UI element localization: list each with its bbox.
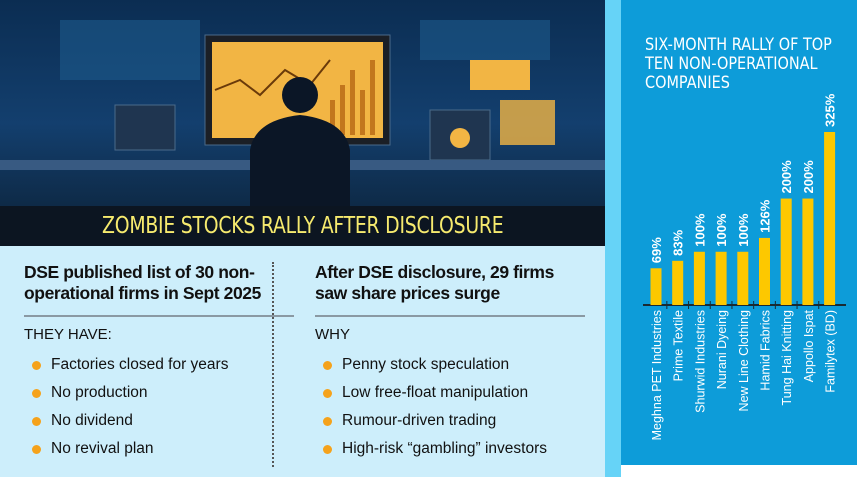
bar [672,260,684,305]
list-item-text: No dividend [51,412,133,429]
category-label: Nurani Dyeing [715,310,729,389]
data-label: 100% [714,213,729,247]
bar [824,132,836,305]
list-item: Rumour-driven trading [315,407,585,435]
info-panel: DSE published list of 30 non-operational… [0,246,605,477]
data-label: 325% [823,93,838,127]
list-item-text: Penny stock speculation [342,356,510,373]
bar [693,251,705,305]
bullet-icon [323,416,332,426]
middle-column: After DSE disclosure, 29 firms saw share… [315,246,585,463]
middle-heading: After DSE disclosure, 29 firms saw share… [315,262,554,303]
list-item: No revival plan [24,435,294,463]
list-item-text: Rumour-driven trading [342,412,497,429]
list-item-text: Low free-float manipulation [342,384,529,401]
category-label: New Line Clothing [737,310,751,411]
data-label: 200% [779,160,794,194]
list-item: Penny stock speculation [315,351,585,379]
bullet-icon [32,444,41,454]
left-heading: DSE published list of 30 non-operational… [24,262,261,303]
bar-chart: 69% Meghna PET Industries 83% Prime Textile… [643,93,846,440]
divider-line [24,315,294,317]
bullet-icon [323,388,332,398]
left-column: DSE published list of 30 non-operational… [24,246,294,463]
data-label: 83% [671,229,686,255]
list-item-text: Factories closed for years [51,356,229,373]
data-label: 100% [736,213,751,247]
list-item: No production [24,379,294,407]
column-divider [272,262,274,467]
bullet-icon [32,360,41,370]
category-label: Hamid Fabrics [759,310,773,391]
divider-line [315,315,585,317]
bar [715,251,727,305]
data-label: 200% [801,160,816,194]
hero-illustration [0,0,605,206]
trader-at-monitors-illustration [0,20,605,206]
data-label: 69% [649,237,664,263]
title-banner: ZOMBIE STOCKS RALLY AFTER DISCLOSURE [0,206,605,246]
category-label: Tung Hai Knitting [780,310,794,405]
middle-subheading: WHY [315,326,350,343]
chart-title: SIX-MONTH RALLY OF TOP TEN NON-OPERATION… [645,35,832,93]
list-item: No dividend [24,407,294,435]
category-label: Shurwid Industries [693,310,707,413]
data-label: 100% [692,213,707,247]
list-item: Low free-float manipulation [315,379,585,407]
left-subheading: THEY HAVE: [24,326,112,343]
category-label: Prime Textile [672,310,686,381]
bar [650,268,662,305]
list-item-text: No revival plan [51,440,154,457]
main-title: ZOMBIE STOCKS RALLY AFTER DISCLOSURE [101,213,504,239]
list-item-text: No production [51,384,148,401]
bar [802,198,814,305]
bar [780,198,792,305]
bar [737,251,749,305]
bullet-icon [32,416,41,426]
accent-strip [605,0,621,477]
bullet-icon [323,444,332,454]
list-item: Factories closed for years [24,351,294,379]
category-label: Meghna PET Industries [650,310,664,440]
category-label: Appollo Ispat [802,309,816,382]
bullet-icon [32,388,41,398]
category-label: Familytex (BD) [824,310,838,393]
list-item: High-risk “gambling” investors [315,435,585,463]
bullet-icon [323,360,332,370]
bar [759,237,770,305]
chart-panel: SIX-MONTH RALLY OF TOP TEN NON-OPERATION… [621,0,857,465]
list-item-text: High-risk “gambling” investors [342,440,548,457]
data-label: 126% [758,199,773,233]
